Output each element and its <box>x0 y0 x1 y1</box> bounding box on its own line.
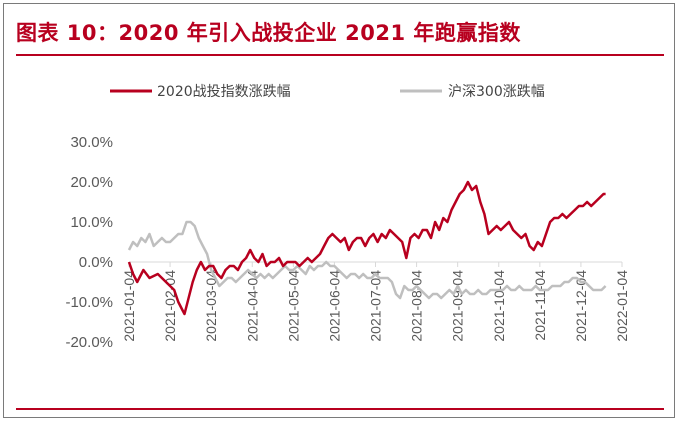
y-tick-label: -10.0% <box>65 294 113 311</box>
x-tick-label: 2021-09-04 <box>450 270 466 342</box>
y-axis: 30.0% 20.0% 10.0% 0.0% -10.0% -20.0% <box>65 134 113 351</box>
figure-title: 图表 10：2020 年引入战投企业 2021 年跑赢指数 <box>16 21 521 45</box>
legend-label-series-1: 沪深300涨跌幅 <box>448 84 545 100</box>
x-tick-label: 2021-08-04 <box>409 270 425 342</box>
x-tick-label: 2021-10-04 <box>491 270 507 342</box>
x-tick-label: 2021-02-04 <box>162 270 178 342</box>
series-layer <box>127 180 607 316</box>
x-axis: 2021-01-04 2021-02-04 2021-03-04 2021-04-04… <box>121 262 630 342</box>
y-tick-label: 30.0% <box>70 134 113 151</box>
legend-label-series-0: 2020战投指数涨跌幅 <box>157 84 291 100</box>
y-tick-label: 20.0% <box>70 174 113 191</box>
x-tick-label: 2021-06-04 <box>326 270 342 342</box>
y-tick-label: -20.0% <box>65 334 113 351</box>
x-tick-label: 2021-01-04 <box>121 270 137 342</box>
series-line-0 <box>127 180 606 316</box>
x-tick-label: 2022-01-04 <box>614 270 630 342</box>
bottom-rule <box>16 408 664 410</box>
y-tick-label: 0.0% <box>79 254 113 271</box>
x-tick-label: 2021-11-04 <box>532 270 548 341</box>
x-tick-label: 2021-12-04 <box>573 270 589 342</box>
x-tick-label: 2021-04-04 <box>244 270 260 342</box>
x-tick-label: 2021-05-04 <box>285 270 301 342</box>
y-tick-label: 10.0% <box>70 214 113 231</box>
legend: 2020战投指数涨跌幅 沪深300涨跌幅 <box>110 84 545 100</box>
series-line-1 <box>127 220 607 300</box>
figure-frame <box>3 3 675 418</box>
x-tick-label: 2021-03-04 <box>203 270 219 342</box>
title-rule <box>16 54 664 56</box>
x-tick-label: 2021-07-04 <box>368 270 384 342</box>
